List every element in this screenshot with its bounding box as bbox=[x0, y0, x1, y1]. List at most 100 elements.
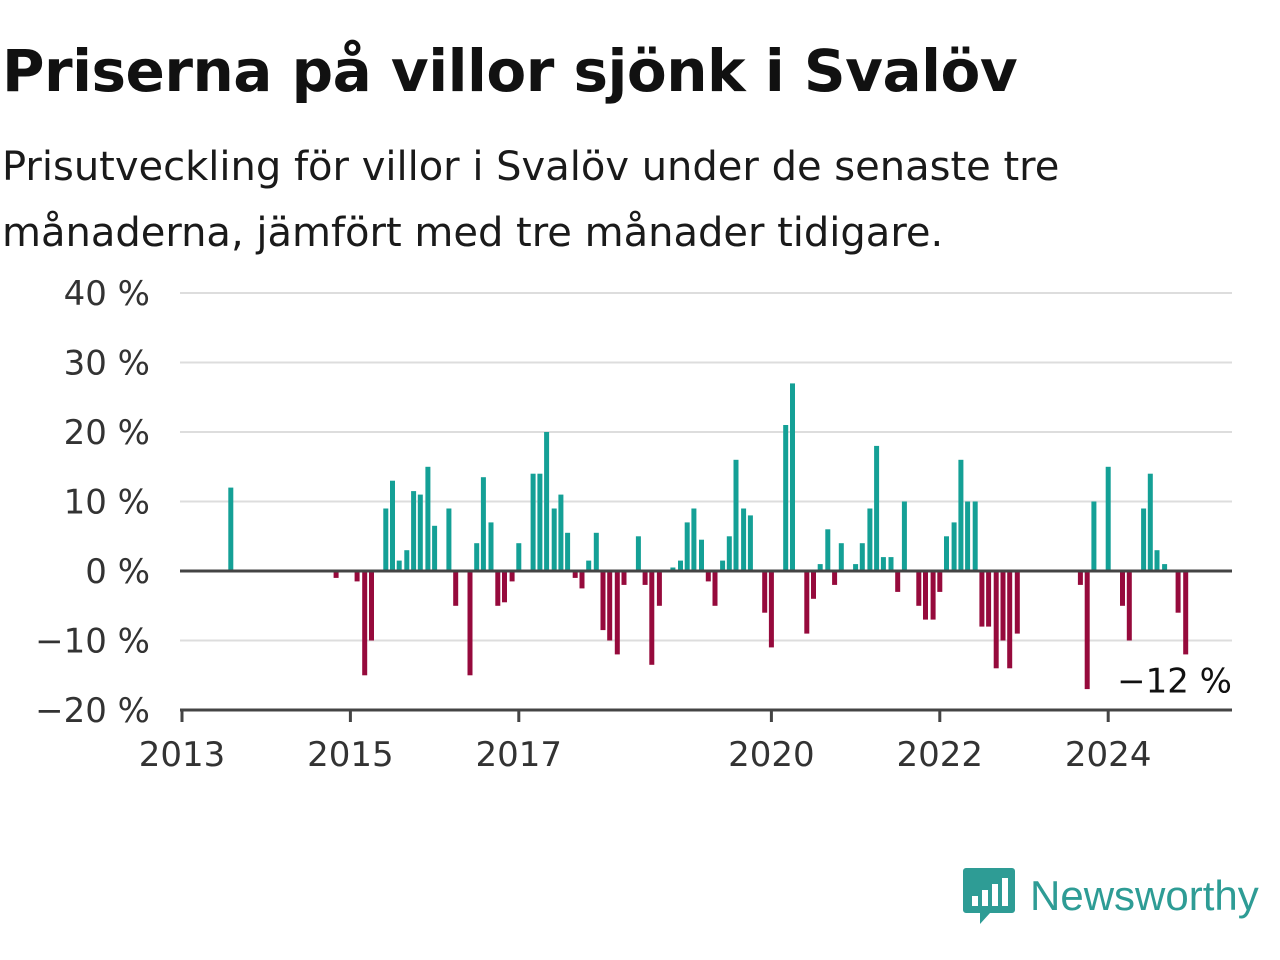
bar-positive bbox=[670, 567, 676, 571]
bar-positive bbox=[944, 536, 949, 572]
bar-positive bbox=[551, 508, 557, 571]
bar-negative bbox=[453, 571, 459, 606]
bar-positive bbox=[417, 494, 423, 571]
bar-negative bbox=[572, 571, 578, 578]
gridlines bbox=[180, 292, 1232, 642]
bar-positive bbox=[817, 564, 823, 571]
bar-negative bbox=[1000, 571, 1006, 641]
bar-negative bbox=[1175, 571, 1181, 613]
bar-negative bbox=[495, 571, 501, 606]
bar-positive bbox=[901, 501, 907, 571]
bar-positive bbox=[888, 557, 894, 571]
bar-negative bbox=[354, 571, 360, 582]
y-tick-label: 20 % bbox=[64, 413, 150, 453]
bar-negative bbox=[1007, 571, 1013, 669]
bar-positive bbox=[425, 466, 431, 572]
x-tick-label: 2017 bbox=[476, 735, 563, 775]
bar-negative bbox=[502, 571, 507, 603]
x-tick-label: 2015 bbox=[307, 735, 394, 775]
bar-negative bbox=[705, 571, 711, 582]
bar-positive bbox=[390, 480, 395, 571]
bar-positive bbox=[783, 425, 789, 571]
bar-positive bbox=[446, 508, 452, 571]
x-tick-label: 2024 bbox=[1065, 735, 1152, 775]
brand-name: Newsworthy bbox=[1030, 872, 1259, 919]
bar-positive bbox=[383, 508, 389, 571]
bar-positive bbox=[516, 543, 522, 571]
bar-positive bbox=[1154, 550, 1160, 571]
bar-positive bbox=[741, 508, 747, 571]
bar-positive bbox=[699, 539, 704, 571]
bar-negative bbox=[1084, 571, 1090, 690]
bar-positive bbox=[1162, 564, 1168, 571]
bar-negative bbox=[923, 571, 928, 620]
bar-negative bbox=[804, 571, 810, 634]
bar-negative bbox=[600, 571, 606, 631]
bar-positive bbox=[1105, 466, 1111, 572]
bar-negative bbox=[916, 571, 922, 606]
bar-positive bbox=[972, 501, 978, 571]
bar-positive bbox=[396, 560, 402, 571]
bar-negative bbox=[607, 571, 613, 641]
bar-negative bbox=[832, 571, 838, 585]
bars bbox=[228, 383, 1189, 690]
newsworthy-logo[interactable]: Newsworthy bbox=[962, 864, 1259, 928]
bar-negative bbox=[930, 571, 936, 620]
bar-positive bbox=[474, 543, 480, 571]
bar-chart: 40 % 30 % 20 % 10 % 0 % −10 % −20 %2013 2015 201… bbox=[35, 274, 1232, 775]
bar-positive bbox=[720, 560, 726, 571]
bar-positive bbox=[432, 525, 438, 571]
bar-positive bbox=[1091, 501, 1097, 571]
bar-positive bbox=[951, 522, 957, 571]
bar-positive bbox=[488, 522, 494, 571]
bar-negative bbox=[1120, 571, 1125, 606]
bar-positive bbox=[678, 560, 683, 571]
bar-positive bbox=[684, 522, 690, 571]
bar-negative bbox=[362, 571, 368, 676]
bar-positive bbox=[726, 536, 732, 572]
bar-positive bbox=[530, 473, 536, 571]
bar-negative bbox=[621, 571, 627, 585]
bar-positive bbox=[874, 445, 880, 571]
bar-negative bbox=[811, 571, 816, 599]
last-value-label: −12 % bbox=[1117, 662, 1232, 702]
bar-positive bbox=[228, 487, 234, 571]
bar-positive bbox=[565, 532, 571, 571]
bar-positive bbox=[1141, 508, 1147, 571]
bar-positive bbox=[958, 459, 964, 571]
bar-negative bbox=[614, 571, 620, 655]
bar-positive bbox=[635, 536, 641, 572]
bar-positive bbox=[558, 494, 564, 571]
bar-negative bbox=[1014, 571, 1020, 634]
bar-positive bbox=[733, 459, 739, 571]
newsworthy-logo-icon bbox=[963, 868, 1015, 924]
axes: 40 % 30 % 20 % 10 % 0 % −10 % −20 %2013 2015 201… bbox=[35, 274, 1232, 775]
chart-title: Priserna på villor sjönk i Svalöv bbox=[2, 37, 1018, 105]
bar-positive bbox=[825, 529, 831, 571]
bar-positive bbox=[404, 550, 410, 571]
x-tick-label: 2013 bbox=[139, 735, 226, 775]
bar-negative bbox=[649, 571, 655, 665]
y-tick-label: −20 % bbox=[35, 691, 150, 731]
bar-positive bbox=[1147, 473, 1153, 571]
y-tick-label: 0 % bbox=[85, 552, 150, 592]
bar-negative bbox=[979, 571, 985, 627]
bar-negative bbox=[768, 571, 774, 648]
chart-subtitle: Prisutveckling för villor i Svalöv under… bbox=[2, 144, 1060, 256]
bar-positive bbox=[965, 501, 971, 571]
bar-negative bbox=[993, 571, 999, 669]
bar-positive bbox=[411, 491, 417, 571]
bar-positive bbox=[838, 543, 844, 571]
bar-positive bbox=[747, 515, 753, 571]
bar-negative bbox=[762, 571, 768, 613]
y-tick-label: 30 % bbox=[64, 344, 150, 384]
bar-negative bbox=[937, 571, 943, 592]
bar-negative bbox=[642, 571, 648, 585]
bar-negative bbox=[1126, 571, 1132, 641]
bar-positive bbox=[853, 564, 859, 571]
bar-negative bbox=[509, 571, 515, 582]
bar-positive bbox=[859, 543, 865, 571]
bar-negative bbox=[333, 571, 339, 578]
y-tick-label: 10 % bbox=[64, 483, 150, 523]
bar-positive bbox=[867, 508, 873, 571]
